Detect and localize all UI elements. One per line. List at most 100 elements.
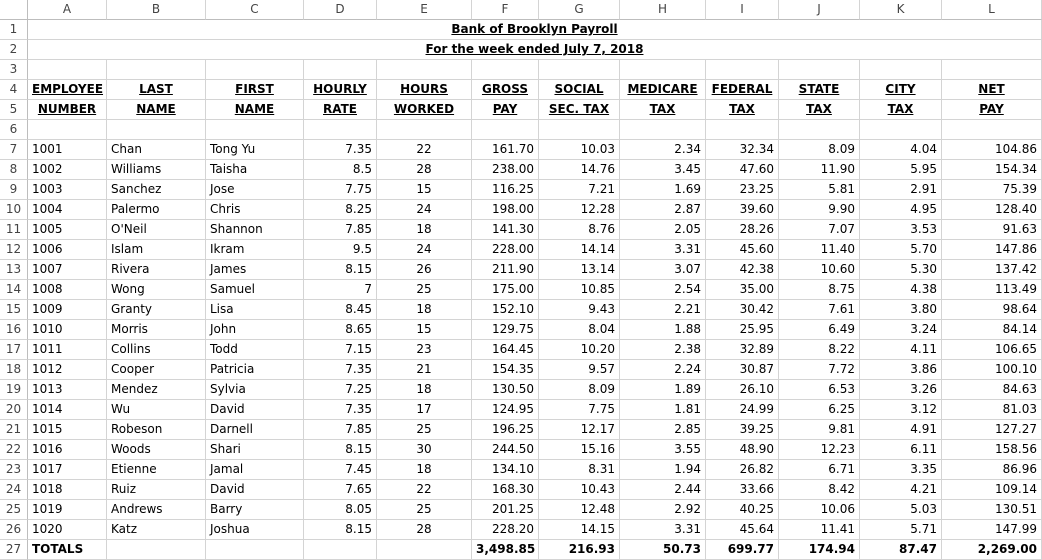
header-bottom-j[interactable]: TAX: [779, 100, 860, 120]
data-cell[interactable]: 15.16: [539, 440, 620, 460]
data-cell[interactable]: 15: [377, 320, 472, 340]
data-cell[interactable]: 6.11: [860, 440, 942, 460]
data-cell[interactable]: 7.15: [304, 340, 377, 360]
data-cell[interactable]: 10.85: [539, 280, 620, 300]
data-cell[interactable]: 3.31: [620, 240, 706, 260]
data-cell[interactable]: 1003: [28, 180, 107, 200]
data-cell[interactable]: 3.45: [620, 160, 706, 180]
data-cell[interactable]: 161.70: [472, 140, 539, 160]
data-cell[interactable]: Chris: [206, 200, 304, 220]
data-cell[interactable]: 7.65: [304, 480, 377, 500]
data-cell[interactable]: 24.99: [706, 400, 779, 420]
data-cell[interactable]: 8.09: [779, 140, 860, 160]
header-top-e[interactable]: HOURS: [377, 80, 472, 100]
data-cell[interactable]: 26.10: [706, 380, 779, 400]
data-cell[interactable]: 7.85: [304, 420, 377, 440]
cell-empty[interactable]: [304, 540, 377, 560]
data-cell[interactable]: 8.15: [304, 520, 377, 540]
column-header-f[interactable]: F: [472, 0, 539, 20]
row-header-1[interactable]: 1: [0, 20, 28, 40]
header-top-i[interactable]: FEDERAL: [706, 80, 779, 100]
row-header-9[interactable]: 9: [0, 180, 28, 200]
data-cell[interactable]: 25: [377, 420, 472, 440]
data-cell[interactable]: David: [206, 480, 304, 500]
cell-empty[interactable]: [304, 60, 377, 80]
data-cell[interactable]: 11.40: [779, 240, 860, 260]
data-cell[interactable]: 1016: [28, 440, 107, 460]
cell-empty[interactable]: [377, 60, 472, 80]
data-cell[interactable]: 3.07: [620, 260, 706, 280]
data-cell[interactable]: 8.09: [539, 380, 620, 400]
data-cell[interactable]: 3.24: [860, 320, 942, 340]
data-cell[interactable]: 1.81: [620, 400, 706, 420]
data-cell[interactable]: 1009: [28, 300, 107, 320]
data-cell[interactable]: 2.24: [620, 360, 706, 380]
data-cell[interactable]: 100.10: [942, 360, 1042, 380]
data-cell[interactable]: Jamal: [206, 460, 304, 480]
data-cell[interactable]: 168.30: [472, 480, 539, 500]
data-cell[interactable]: 13.14: [539, 260, 620, 280]
data-cell[interactable]: 7.07: [779, 220, 860, 240]
data-cell[interactable]: 21: [377, 360, 472, 380]
data-cell[interactable]: 1017: [28, 460, 107, 480]
row-header-5[interactable]: 5: [0, 100, 28, 120]
data-cell[interactable]: 2.34: [620, 140, 706, 160]
data-cell[interactable]: 8.04: [539, 320, 620, 340]
data-cell[interactable]: 5.81: [779, 180, 860, 200]
data-cell[interactable]: Wu: [107, 400, 206, 420]
header-bottom-e[interactable]: WORKED: [377, 100, 472, 120]
data-cell[interactable]: Darnell: [206, 420, 304, 440]
row-header-11[interactable]: 11: [0, 220, 28, 240]
total-net-pay[interactable]: 2,269.00: [942, 540, 1042, 560]
data-cell[interactable]: 134.10: [472, 460, 539, 480]
header-top-g[interactable]: SOCIAL: [539, 80, 620, 100]
data-cell[interactable]: 30.42: [706, 300, 779, 320]
header-bottom-g[interactable]: SEC. TAX: [539, 100, 620, 120]
data-cell[interactable]: 3.80: [860, 300, 942, 320]
data-cell[interactable]: 116.25: [472, 180, 539, 200]
data-cell[interactable]: 75.39: [942, 180, 1042, 200]
data-cell[interactable]: 175.00: [472, 280, 539, 300]
data-cell[interactable]: 7.75: [539, 400, 620, 420]
cell-empty[interactable]: [706, 120, 779, 140]
total-social-sec-tax[interactable]: 216.93: [539, 540, 620, 560]
cell-empty[interactable]: [304, 120, 377, 140]
data-cell[interactable]: 12.28: [539, 200, 620, 220]
row-header-12[interactable]: 12: [0, 240, 28, 260]
data-cell[interactable]: 1014: [28, 400, 107, 420]
data-cell[interactable]: 1010: [28, 320, 107, 340]
cell-empty[interactable]: [107, 120, 206, 140]
row-header-19[interactable]: 19: [0, 380, 28, 400]
data-cell[interactable]: 2.54: [620, 280, 706, 300]
data-cell[interactable]: 4.11: [860, 340, 942, 360]
data-cell[interactable]: 127.27: [942, 420, 1042, 440]
data-cell[interactable]: Islam: [107, 240, 206, 260]
data-cell[interactable]: 130.51: [942, 500, 1042, 520]
data-cell[interactable]: Chan: [107, 140, 206, 160]
data-cell[interactable]: Samuel: [206, 280, 304, 300]
data-cell[interactable]: 4.91: [860, 420, 942, 440]
data-cell[interactable]: 2.44: [620, 480, 706, 500]
data-cell[interactable]: 81.03: [942, 400, 1042, 420]
data-cell[interactable]: 154.34: [942, 160, 1042, 180]
header-bottom-l[interactable]: PAY: [942, 100, 1042, 120]
data-cell[interactable]: 113.49: [942, 280, 1042, 300]
header-bottom-c[interactable]: NAME: [206, 100, 304, 120]
row-header-23[interactable]: 23: [0, 460, 28, 480]
column-header-e[interactable]: E: [377, 0, 472, 20]
data-cell[interactable]: 5.95: [860, 160, 942, 180]
data-cell[interactable]: 5.71: [860, 520, 942, 540]
data-cell[interactable]: Jose: [206, 180, 304, 200]
row-header-3[interactable]: 3: [0, 60, 28, 80]
cell-empty[interactable]: [706, 60, 779, 80]
data-cell[interactable]: 1004: [28, 200, 107, 220]
cell-empty[interactable]: [377, 120, 472, 140]
data-cell[interactable]: 128.40: [942, 200, 1042, 220]
data-cell[interactable]: 9.57: [539, 360, 620, 380]
data-cell[interactable]: 2.05: [620, 220, 706, 240]
data-cell[interactable]: 238.00: [472, 160, 539, 180]
data-cell[interactable]: 8.22: [779, 340, 860, 360]
data-cell[interactable]: O'Neil: [107, 220, 206, 240]
data-cell[interactable]: Collins: [107, 340, 206, 360]
row-header-4[interactable]: 4: [0, 80, 28, 100]
